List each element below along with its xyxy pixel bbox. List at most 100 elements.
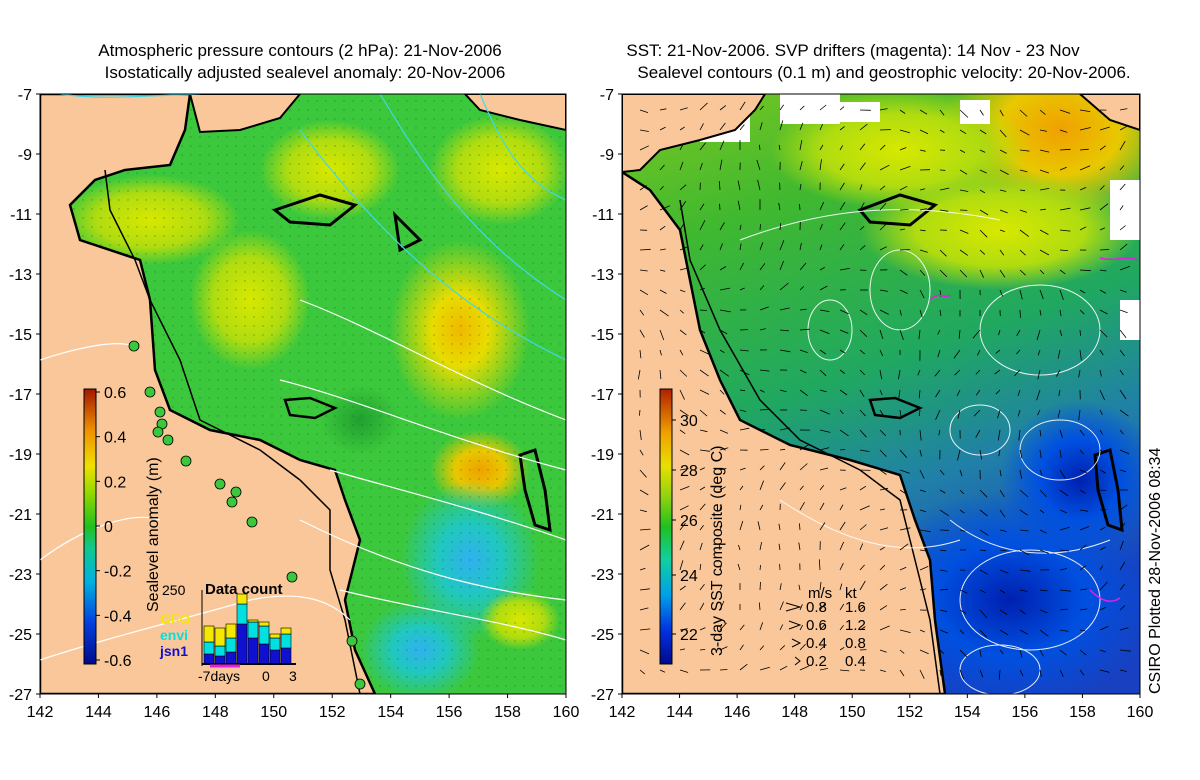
velocity-arrow [879,527,889,531]
left-y-axis: -7 -9 -11 -13 -15 -17 -19 -21 -23 -25 -27 [9,87,40,704]
velocity-arrow [739,409,747,412]
velocity-arrow [779,307,790,311]
velocity-arrow [1079,109,1091,112]
velocity-arrow [1119,309,1128,314]
velocity-arrow [1119,289,1127,293]
velocity-arrow [759,480,764,491]
velocity-arrow [998,669,1001,680]
velocity-arrow [799,643,806,651]
velocity-arrow [899,409,902,419]
velocity-arrow [994,369,1001,375]
velocity-arrow [639,509,647,513]
velocity-arrow [859,202,865,211]
velocity-arrow [959,189,969,192]
velocity-arrow [1079,629,1086,632]
velocity-arrow [1099,289,1107,294]
velocity-arrow [699,389,710,395]
velocity-arrow [939,569,948,572]
velocity-arrow [839,504,844,511]
velocity-arrow [999,169,1009,175]
velocity-arrow [699,142,706,151]
velocity-arrow [739,520,744,531]
velocity-arrow [839,449,846,451]
velocity-arrow [1039,449,1042,459]
velocity-arrow [1039,149,1050,153]
y-tick-label: -21 [9,507,32,524]
velocity-arrow [1059,309,1062,317]
velocity-arrow [879,409,884,416]
velocity-arrow [779,427,791,431]
inset-ytick: 250 [162,582,186,598]
velocity-arrow [757,179,761,191]
velocity-arrow [1059,269,1066,275]
velocity-arrow [1019,209,1028,213]
velocity-arrow [879,144,886,151]
velocity-arrow [956,389,961,396]
velocity-arrow [1059,429,1063,438]
inset-title: Data count [205,581,283,598]
velocity-arrow [679,522,686,531]
velocity-arrow [995,389,1001,395]
y-tick-label: -15 [9,327,32,344]
velocity-arrow [819,522,826,531]
velocity-arrow [859,485,867,491]
velocity-arrow [999,529,1007,532]
velocity-arrow [699,162,703,171]
velocity-arrow [819,581,822,591]
velocity-arrow [1039,249,1050,256]
speed-legend-ms: 0.8 [806,599,827,616]
velocity-arrow [859,409,866,417]
velocity-arrow [839,646,845,651]
velocity-arrow [719,504,722,511]
y-tick-label: -11 [592,207,614,224]
velocity-arrow [799,485,804,491]
velocity-arrow [939,209,949,212]
velocity-arrow [739,427,750,431]
velocity-arrow [1099,626,1109,631]
inset-bar [280,627,292,635]
velocity-arrow [719,222,725,231]
inset-bar [225,623,237,639]
velocity-arrow [1099,269,1107,272]
velocity-arrow [1079,565,1087,571]
velocity-arrow [1059,549,1070,552]
velocity-arrow [1119,140,1126,151]
velocity-arrow [719,203,721,211]
velocity-arrow [1119,409,1129,417]
velocity-arrow [1099,349,1104,356]
velocity-arrow [919,509,927,513]
velocity-arrow [639,567,646,571]
velocity-arrow [799,389,808,397]
right-australia-landmass [622,170,947,694]
velocity-arrow [679,309,685,314]
velocity-arrow [999,269,1006,278]
x-tick-label: 150 [839,704,866,721]
velocity-arrow [639,588,650,591]
velocity-arrow [839,625,844,631]
velocity-arrow [999,569,1009,574]
velocity-arrow [739,624,745,631]
inset-bar [236,603,248,625]
velocity-arrow [879,246,887,251]
velocity-arrow [1119,243,1128,251]
velocity-arrow [1079,669,1085,676]
inset-bar [203,625,215,643]
velocity-arrow [1099,145,1106,151]
velocity-arrow [979,149,986,153]
velocity-arrow [1039,208,1046,211]
velocity-arrow [957,409,961,419]
velocity-arrow [973,409,981,417]
velocity-arrow [939,609,948,613]
left-map-title-line2: Isostatically adjusted sealevel anomaly:… [104,63,506,82]
x-tick-label: 148 [202,704,229,721]
velocity-arrow [959,169,968,175]
colorbar-tick-label: -0.4 [104,608,132,625]
velocity-arrow [998,329,1001,336]
velocity-arrow [839,244,845,251]
velocity-arrow [819,349,827,355]
velocity-arrow [999,149,1007,154]
velocity-arrow [1039,669,1042,677]
velocity-arrow [819,201,825,211]
y-tick-label: -11 [10,207,32,224]
velocity-arrow [919,629,925,633]
